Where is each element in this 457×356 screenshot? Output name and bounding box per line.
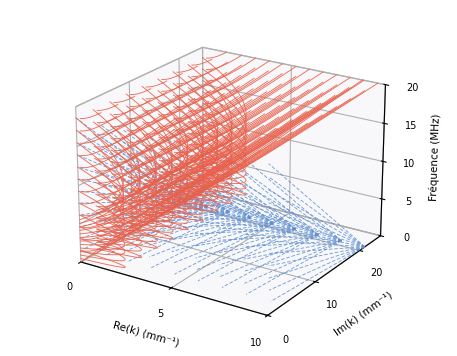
X-axis label: Re(k) (mm⁻¹): Re(k) (mm⁻¹) — [112, 320, 181, 349]
Y-axis label: Im(k) (mm⁻¹): Im(k) (mm⁻¹) — [333, 290, 395, 337]
